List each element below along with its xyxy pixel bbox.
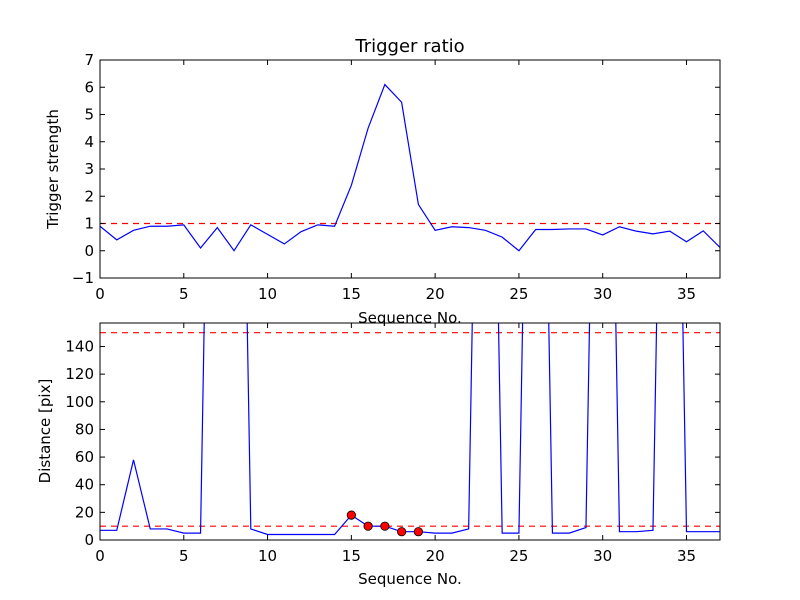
x-tick-label: 5 (179, 547, 189, 565)
x-tick-label: 15 (342, 547, 361, 565)
y-tick-label: 4 (84, 133, 94, 151)
y-tick-label: 100 (65, 393, 94, 411)
y-tick-label: 6 (84, 78, 94, 96)
y-tick-label: 5 (84, 106, 94, 124)
x-tick-label: 10 (258, 547, 277, 565)
data-point-marker (413, 527, 423, 537)
y-tick-label: 1 (84, 215, 94, 233)
data-point-marker (397, 527, 407, 537)
data-point-marker (363, 521, 373, 531)
series-line (100, 83, 720, 252)
x-tick-label: 25 (509, 285, 528, 303)
y-tick-label: 80 (75, 420, 94, 438)
y-tick-label: 0 (84, 242, 94, 260)
chart-title: Trigger ratio (354, 36, 464, 57)
y-tick-label: 2 (84, 187, 94, 205)
y-axis-label: Trigger strength (44, 109, 62, 230)
series-line (100, 323, 720, 536)
y-tick-label: 120 (65, 365, 94, 383)
x-tick-label: 5 (179, 285, 189, 303)
x-tick-label: 35 (677, 547, 696, 565)
y-tick-label: −1 (72, 269, 94, 287)
x-tick-label: 15 (342, 285, 361, 303)
y-tick-label: 3 (84, 160, 94, 178)
x-tick-label: 20 (426, 547, 445, 565)
x-tick-label: 0 (95, 285, 105, 303)
y-tick-label: 60 (75, 448, 94, 466)
data-point-marker (346, 510, 356, 520)
y-tick-label: 140 (65, 337, 94, 355)
plot-frame (99, 322, 721, 541)
x-tick-label: 20 (426, 285, 445, 303)
x-axis-label: Sequence No. (358, 570, 462, 588)
x-tick-label: 10 (258, 285, 277, 303)
x-tick-label: 30 (593, 285, 612, 303)
y-tick-label: 40 (75, 476, 94, 494)
x-tick-label: 0 (95, 547, 105, 565)
y-tick-label: 20 (75, 503, 94, 521)
data-point-marker (380, 521, 390, 531)
x-tick-label: 35 (677, 285, 696, 303)
x-tick-label: 30 (593, 547, 612, 565)
x-axis-label: Sequence No. (358, 309, 462, 327)
x-tick-label: 25 (509, 547, 528, 565)
y-tick-label: 0 (84, 531, 94, 549)
y-tick-label: 7 (84, 51, 94, 69)
distance-chart: 0 5 10 15 20 25 30 35 0 20 40 60 80 100 120 140 Sequenc… (36, 322, 721, 588)
y-axis-label: Distance [pix] (36, 379, 54, 484)
